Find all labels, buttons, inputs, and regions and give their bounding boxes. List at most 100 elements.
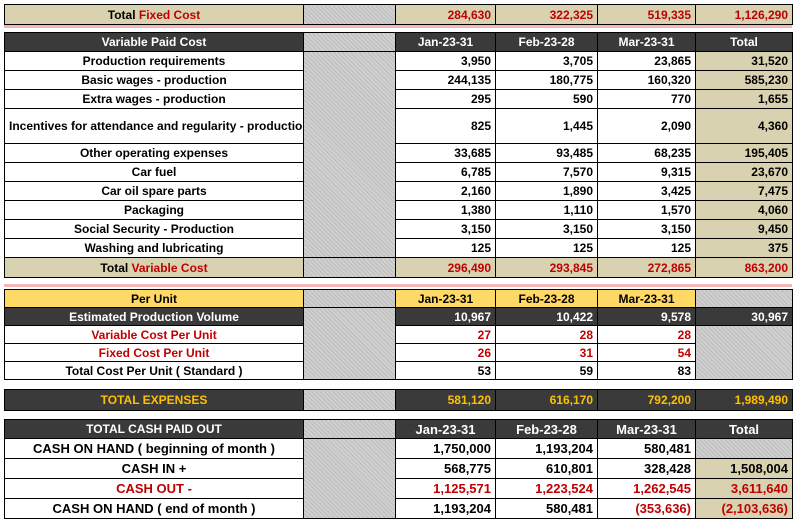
cell: 53 [395, 361, 496, 380]
gap-cell [303, 389, 396, 411]
table-row: Washing and lubricating 125 125 125 375 [4, 238, 793, 258]
cell: 3,705 [495, 51, 598, 71]
cell: 1,193,204 [495, 438, 598, 459]
cell: 3,425 [597, 181, 696, 201]
table-row: Packaging 1,380 1,110 1,570 4,060 [4, 200, 793, 220]
variable-col-jan: Jan-23-31 [395, 32, 496, 52]
row-total: 9,450 [695, 219, 793, 239]
cash-col-feb: Feb-23-28 [495, 419, 598, 439]
cash-col-jan: Jan-23-31 [395, 419, 496, 439]
total-expenses-table: TOTAL EXPENSES 581,120 616,170 792,200 1… [4, 389, 793, 411]
gap-cell [303, 32, 396, 52]
volume-jan: 10,967 [395, 307, 496, 326]
cell: 28 [597, 325, 696, 344]
variable-cost-table: Variable Paid Cost Jan-23-31 Feb-23-28 M… [4, 32, 793, 278]
fixed-total-feb: 322,325 [495, 4, 598, 25]
cell: 3,150 [495, 219, 598, 239]
separator [4, 284, 792, 287]
variable-total-colored: Variable Cost [131, 260, 208, 275]
cell: 1,380 [395, 200, 496, 220]
per-unit-col-jan: Jan-23-31 [395, 289, 496, 308]
row-total: 4,060 [695, 200, 793, 220]
cell: 3,150 [597, 219, 696, 239]
row-label: Incentives for attendance and regularity… [4, 108, 304, 144]
cell: 1,508,004 [695, 458, 793, 479]
fixed-total-row: Total Fixed Cost 284,630 322,325 519,335… [4, 4, 793, 25]
cell: 93,485 [495, 143, 598, 163]
table-row: Incentives for attendance and regularity… [4, 108, 793, 144]
cell: 6,785 [395, 162, 496, 182]
row-label: Extra wages - production [4, 89, 304, 109]
table-row: Car fuel 6,785 7,570 9,315 23,670 [4, 162, 793, 182]
cell: 295 [395, 89, 496, 109]
cell: 3,611,640 [695, 478, 793, 499]
fixed-total-sum: 1,126,290 [695, 4, 793, 25]
cell: 59 [495, 361, 598, 380]
cash-end-row: CASH ON HAND ( end of month ) 1,193,204 … [4, 498, 793, 519]
fixed-total-label: Total Fixed Cost [4, 4, 304, 25]
variable-total-feb: 293,845 [495, 257, 598, 278]
gap-cell [303, 4, 396, 25]
row-total: 1,655 [695, 89, 793, 109]
total-expenses-feb: 616,170 [495, 389, 598, 411]
cell: 33,685 [395, 143, 496, 163]
cash-begin-row: CASH ON HAND ( beginning of month ) 1,75… [4, 438, 793, 519]
cell: 3,950 [395, 51, 496, 71]
volume-row: Estimated Production Volume 10,967 10,42… [4, 307, 793, 380]
cell: 125 [495, 238, 598, 258]
row-total: 585,230 [695, 70, 793, 90]
gap-cell [303, 438, 396, 519]
cell: 180,775 [495, 70, 598, 90]
fixed-per-unit-label: Fixed Cost Per Unit [4, 343, 304, 362]
cell: 590 [495, 89, 598, 109]
variable-total-label: Total Variable Cost [4, 257, 304, 278]
row-label: CASH ON HAND ( beginning of month ) [4, 438, 304, 459]
variable-col-feb: Feb-23-28 [495, 32, 598, 52]
cell: 1,570 [597, 200, 696, 220]
total-expenses-jan: 581,120 [395, 389, 496, 411]
variable-header-row: Variable Paid Cost Jan-23-31 Feb-23-28 M… [4, 32, 793, 52]
cell: 9,315 [597, 162, 696, 182]
variable-total-sum: 863,200 [695, 257, 793, 278]
gap-cell [695, 325, 793, 380]
volume-mar: 9,578 [597, 307, 696, 326]
fixed-total-table: Total Fixed Cost 284,630 322,325 519,335… [4, 4, 793, 25]
cell: 610,801 [495, 458, 598, 479]
fixed-per-unit-row: Fixed Cost Per Unit 26 31 54 [4, 343, 793, 362]
cash-header-label: TOTAL CASH PAID OUT [4, 419, 304, 439]
row-label: CASH OUT - [4, 478, 304, 499]
cell: 7,570 [495, 162, 598, 182]
total-per-unit-row: Total Cost Per Unit ( Standard ) 53 59 8… [4, 361, 793, 380]
cell: 1,125,571 [395, 478, 496, 499]
cell: 28 [495, 325, 598, 344]
per-unit-col-feb: Feb-23-28 [495, 289, 598, 308]
cell: 2,090 [597, 108, 696, 144]
cell: 580,481 [597, 438, 696, 459]
row-total: 31,520 [695, 51, 793, 71]
row-label: CASH ON HAND ( end of month ) [4, 498, 304, 519]
cell: 580,481 [495, 498, 598, 519]
table-row: Production requirements 3,950 3,705 23,8… [4, 51, 793, 258]
row-label: Packaging [4, 200, 304, 220]
row-total: 7,475 [695, 181, 793, 201]
cell: 2,160 [395, 181, 496, 201]
fixed-total-jan: 284,630 [395, 4, 496, 25]
cash-col-total: Total [695, 419, 793, 439]
cell: 328,428 [597, 458, 696, 479]
cell: 244,135 [395, 70, 496, 90]
row-label: Other operating expenses [4, 143, 304, 163]
table-row: Social Security - Production 3,150 3,150… [4, 219, 793, 239]
fixed-total-prefix: Total [107, 7, 139, 22]
variable-total-mar: 272,865 [597, 257, 696, 278]
row-label: Production requirements [4, 51, 304, 71]
table-row: Car oil spare parts 2,160 1,890 3,425 7,… [4, 181, 793, 201]
cash-in-row: CASH IN + 568,775 610,801 328,428 1,508,… [4, 458, 793, 479]
variable-per-unit-row: Variable Cost Per Unit 27 28 28 [4, 325, 793, 380]
row-total: 195,405 [695, 143, 793, 163]
cell: 125 [597, 238, 696, 258]
cell: 3,150 [395, 219, 496, 239]
row-label: Car fuel [4, 162, 304, 182]
fixed-total-mar: 519,335 [597, 4, 696, 25]
cash-table: TOTAL CASH PAID OUT Jan-23-31 Feb-23-28 … [4, 419, 793, 519]
row-label: Washing and lubricating [4, 238, 304, 258]
